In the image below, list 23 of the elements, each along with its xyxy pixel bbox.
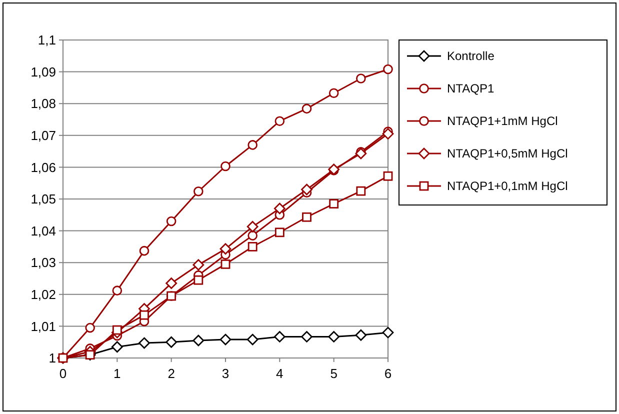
- y-tick-label: 1,03: [30, 255, 56, 270]
- y-tick-label: 1,01: [30, 318, 56, 334]
- x-tick-label: 6: [384, 366, 392, 381]
- legend-label: NTAQP1: [447, 82, 494, 96]
- y-tick-label: 1,1: [38, 32, 56, 48]
- legend-label: NTAQP1+0,1mM HgCl: [447, 179, 568, 194]
- y-tick-label: 1: [48, 350, 56, 366]
- y-tick-label: 1,04: [30, 223, 56, 238]
- y-tick-label: 1,06: [30, 160, 56, 175]
- x-tick-label: 2: [168, 366, 175, 381]
- y-tick-label: 1,05: [30, 192, 56, 207]
- x-tick-label: 0: [59, 366, 67, 381]
- x-tick-label: 1: [114, 366, 121, 381]
- y-tick-label: 1,02: [30, 286, 56, 302]
- legend-label: NTAQP1+1mM HgCl: [447, 114, 558, 128]
- legend-label: NTAQP1+0,5mM HgCl: [447, 146, 568, 161]
- y-tick-label: 1,09: [30, 64, 56, 80]
- y-tick-label: 1,08: [30, 96, 56, 112]
- y-tick-label: 1,07: [30, 128, 56, 143]
- x-tick-label: 4: [276, 366, 284, 381]
- x-tick-label: 5: [330, 366, 338, 381]
- legend-label: Kontrolle: [447, 49, 495, 64]
- x-tick-label: 3: [222, 366, 230, 381]
